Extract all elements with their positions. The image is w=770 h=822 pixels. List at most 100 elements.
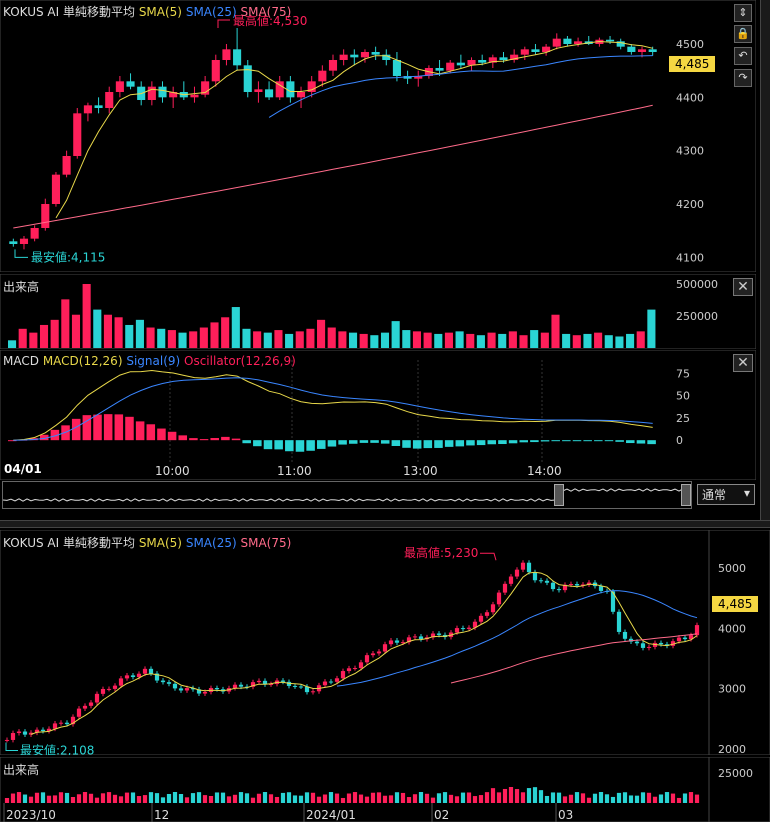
candle (94, 105, 103, 108)
daily-candle (94, 693, 100, 703)
daily-candle (142, 668, 148, 674)
daily-volume-bar (16, 792, 22, 803)
candle (488, 57, 497, 63)
x-tick-label: 10:00 (155, 464, 190, 478)
daily-volume-bar (544, 795, 550, 803)
lock-icon[interactable]: 🔒 (734, 25, 752, 43)
daily-candle (88, 702, 94, 706)
daily-volume-bar (538, 790, 544, 803)
oscillator-bar (178, 435, 188, 441)
daily-candle (160, 680, 166, 683)
daily-candle (34, 729, 40, 733)
daily-volume-bar (664, 792, 670, 803)
daily-volume-bar (346, 793, 352, 803)
daily-volume-bar (370, 792, 376, 803)
macd-tick-label: 25 (676, 412, 690, 425)
daily-sma75-line (450, 633, 698, 684)
navigator-handle-left[interactable] (554, 484, 564, 506)
daily-volume-bar (550, 792, 556, 803)
daily-candle (238, 684, 244, 687)
volume-bar (540, 332, 549, 348)
daily-volume-bar (532, 787, 538, 803)
daily-candle (166, 682, 172, 684)
candle (510, 54, 519, 60)
daily-volume-bar (274, 796, 280, 803)
daily-candle (64, 722, 70, 725)
close-macd-button[interactable]: ✕ (733, 354, 753, 372)
candle (627, 46, 636, 52)
oscillator-bar (306, 440, 315, 451)
volume-bar (157, 328, 166, 348)
daily-volume-bar (622, 792, 628, 803)
daily-volume-bar (688, 792, 694, 803)
oscillator-bar (274, 440, 283, 450)
volume-bar (71, 314, 81, 348)
legend-sma75: SMA(75) (240, 5, 292, 19)
daily-volume-bar (364, 796, 370, 803)
daily-candle (472, 621, 478, 628)
daily-candle (298, 686, 304, 688)
oscillator-bar (455, 440, 465, 447)
oscillator-bar (93, 414, 102, 441)
daily-volume-bar (490, 788, 496, 803)
daily-candle (322, 681, 328, 686)
daily-candle (358, 662, 364, 669)
sma25-line (268, 55, 653, 118)
candle (499, 57, 508, 60)
legend-macd: MACD(12,26) (42, 354, 123, 368)
daily-volume-bar (166, 793, 172, 803)
daily-candle (352, 668, 358, 670)
oscillator-bar (476, 440, 486, 446)
candle (158, 86, 167, 98)
volume-bar (146, 327, 155, 348)
daily-volume-bar (328, 792, 334, 803)
candle (169, 92, 178, 98)
oscillator-bar (50, 429, 60, 441)
close-volume-button[interactable]: ✕ (733, 278, 753, 296)
daily-volume-bar (88, 793, 94, 803)
candle (616, 41, 625, 47)
daily-volume-bar (130, 792, 136, 803)
daily-candle (658, 642, 664, 645)
daily-candle (304, 686, 310, 693)
daily-candle (436, 633, 442, 635)
undo-icon[interactable]: ↶ (734, 47, 752, 65)
volume-bar (82, 284, 91, 348)
daily-candle (580, 584, 586, 586)
daily-volume-bar (184, 797, 190, 803)
daily-candle (370, 653, 376, 656)
range-navigator[interactable] (2, 481, 692, 509)
daily-candle (190, 688, 196, 690)
daily-volume-bar (190, 793, 196, 803)
oscillator-bar (636, 440, 646, 444)
daily-volume-bar (58, 792, 64, 803)
volume-bar (50, 319, 59, 348)
daily-candle (574, 584, 580, 586)
daily-candle (334, 678, 340, 682)
daily-candle (52, 723, 58, 729)
daily-y-tick-label: 2000 (718, 743, 746, 755)
daily-candle (598, 586, 604, 591)
daily-volume-bar (304, 792, 310, 803)
oscillator-bar (466, 440, 475, 446)
daily-candle (196, 689, 202, 694)
volume-bar (39, 324, 49, 348)
daily-volume-bar (52, 795, 58, 803)
daily-volume-bar (238, 792, 244, 803)
daily-volume-bar (586, 797, 592, 803)
navigator-handle-right[interactable] (681, 484, 691, 506)
volume-bar (231, 307, 240, 348)
daily-candle (184, 688, 190, 691)
expand-icon[interactable]: ⇕ (734, 4, 752, 22)
volume-bar (8, 340, 17, 348)
daily-candle (538, 580, 544, 582)
daily-volume-bar (556, 792, 562, 803)
mode-select[interactable]: 通常 ▾ (697, 484, 755, 505)
candle (201, 81, 210, 95)
redo-icon[interactable]: ↷ (734, 69, 752, 87)
daily-candle (400, 642, 406, 644)
daily-volume-chart: 25000 2023/10 12 2024/01 02 03 (0, 757, 770, 822)
daily-candle (460, 628, 466, 630)
daily-candle (70, 716, 76, 725)
daily-sma25-line (336, 590, 698, 687)
